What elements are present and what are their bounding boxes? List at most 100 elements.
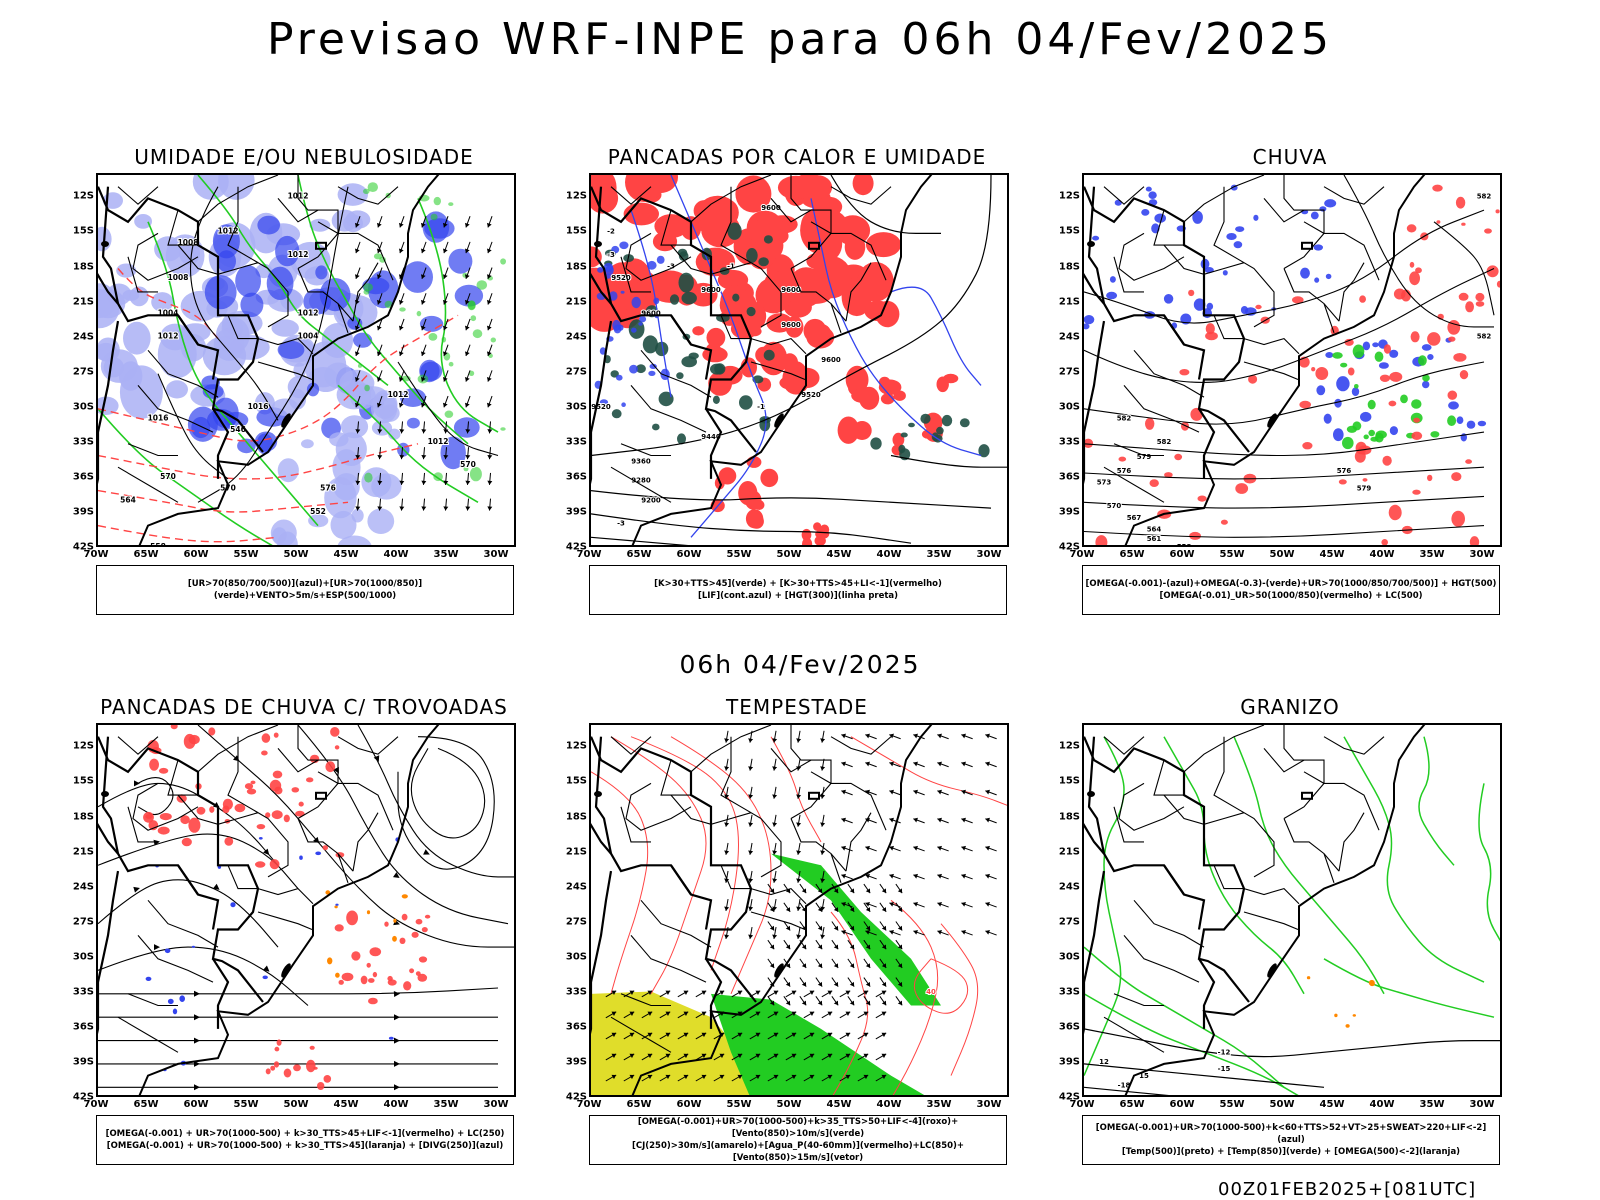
wind-vector	[913, 761, 925, 768]
vector-head	[817, 888, 823, 894]
vector-head	[889, 901, 894, 907]
wind-vector	[831, 977, 839, 987]
state-border	[750, 887, 807, 905]
humidity-upper-area	[351, 508, 364, 523]
wind-vector	[863, 883, 871, 894]
wind-vector	[464, 344, 471, 357]
wind-vector	[879, 996, 887, 1006]
rain-area	[1475, 301, 1485, 307]
wind-vector	[464, 318, 471, 331]
state-border	[620, 993, 671, 1007]
storm-area	[261, 750, 268, 756]
storm-area	[209, 806, 215, 813]
state-border	[117, 736, 159, 755]
wind-vector	[487, 447, 493, 460]
wind-vector	[659, 1032, 671, 1040]
precipitable-water-contour	[670, 736, 772, 994]
flow-arrow	[393, 991, 400, 998]
latitude-tick-label: 36S	[1058, 471, 1080, 483]
longitude-tick-label: 50W	[283, 549, 309, 560]
storm-area	[346, 910, 358, 926]
contour-label: 561	[1147, 535, 1162, 543]
wind-vector	[659, 1053, 671, 1061]
latitude-tick-label: 42S	[1058, 1091, 1080, 1103]
state-border	[297, 725, 339, 819]
rain-area	[1084, 438, 1094, 448]
streamline	[98, 987, 499, 995]
panel-title: PANCADAS DE CHUVA C/ TROVOADAS	[100, 695, 508, 719]
wind-vector	[464, 267, 471, 280]
longitude-axis: 70W 65W 60W 55W 50W 45W 40W 35W 30W	[1070, 1099, 1502, 1113]
latitude-tick-label: 42S	[565, 1091, 587, 1103]
vector-shaft	[822, 1096, 832, 1097]
vector-head	[865, 761, 870, 767]
storm-area	[222, 805, 230, 814]
instability-area	[852, 175, 874, 196]
wind-vector	[841, 845, 853, 852]
omega-area	[1235, 226, 1245, 232]
wind-vector	[713, 1074, 725, 1082]
state-border	[257, 337, 314, 355]
vector-head	[683, 1032, 689, 1038]
humidity-lower-cell	[363, 289, 370, 295]
temp-500-contour	[1084, 1063, 1325, 1088]
latitude-tick-label: 21S	[565, 846, 587, 858]
vector-head	[442, 402, 448, 408]
convective-area	[746, 248, 758, 263]
vector-head	[665, 1011, 671, 1016]
vector-head	[443, 429, 449, 434]
wind-vector	[879, 939, 887, 950]
vector-head	[913, 901, 918, 907]
vector-head	[791, 1011, 797, 1016]
contour-label: 9600	[641, 309, 661, 317]
state-border	[1283, 268, 1340, 322]
wind-vector	[863, 996, 871, 1006]
longitude-tick-label: 30W	[483, 549, 509, 560]
vector-head	[985, 845, 990, 851]
storm-area	[256, 824, 266, 830]
storm-area	[261, 733, 271, 743]
longitude-tick-label: 30W	[1469, 549, 1495, 560]
latitude-tick-label: 33S	[565, 436, 587, 448]
panel-pancadas-trovoadas: PANCADAS DE CHUVA C/ TROVOADAS 12S 15S 18S…	[54, 695, 554, 1185]
wind-vector	[783, 921, 791, 931]
omega-area	[1092, 235, 1100, 241]
state-border	[317, 771, 394, 831]
vector-head	[897, 981, 903, 987]
country-border	[591, 186, 757, 453]
longitude-tick-label: 65W	[626, 1099, 652, 1110]
longitude-tick-label: 55W	[726, 1099, 752, 1110]
country-border	[594, 736, 713, 930]
wind-vector	[695, 1074, 707, 1082]
longitude-tick-label: 70W	[83, 549, 109, 560]
lake	[594, 240, 602, 247]
model-run-label: 00Z01FEB2025+[081UTC]	[1218, 1179, 1477, 1200]
vector-head	[796, 878, 802, 883]
wind-vector	[847, 939, 855, 950]
wind-vector	[821, 1074, 833, 1082]
rain-area	[1409, 261, 1415, 268]
main-title: Previsao WRF-INPE para 06h 04/Fev/2025	[267, 14, 1333, 65]
wind-vector	[875, 990, 887, 998]
vector-head	[773, 1032, 779, 1038]
vector-head	[773, 1011, 779, 1016]
country-border	[1163, 864, 1185, 896]
contour-label: 1004	[298, 332, 319, 341]
rain-area	[1311, 367, 1316, 372]
humidity-upper-area	[448, 248, 473, 274]
vector-head	[833, 907, 839, 912]
latitude-tick-label: 30S	[72, 401, 94, 413]
vector-head	[665, 990, 671, 995]
vector-head	[443, 480, 449, 485]
vector-head	[913, 817, 918, 823]
vector-head	[817, 907, 823, 912]
wind-vector	[961, 873, 973, 880]
vector-head	[724, 878, 730, 883]
omega-area	[1378, 362, 1389, 369]
humidity-lower-cell	[373, 253, 383, 260]
map-canvas	[98, 725, 514, 1095]
country-border	[1084, 736, 1250, 1003]
vector-head	[833, 981, 839, 987]
wind-vector	[985, 789, 997, 796]
state-border	[660, 209, 691, 246]
